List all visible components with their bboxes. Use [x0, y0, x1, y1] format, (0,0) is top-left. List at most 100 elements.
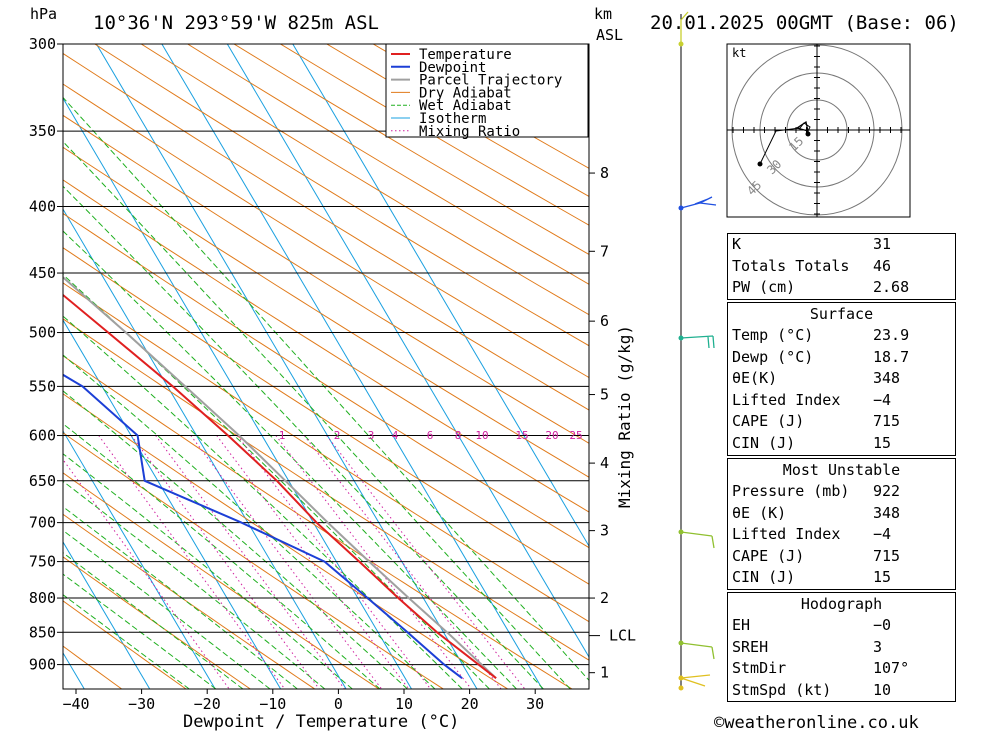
wind-barb	[680, 642, 715, 660]
mu-value: 348	[873, 503, 901, 522]
hodograph-storm-motion	[805, 131, 811, 137]
surface-title: Surface	[809, 305, 874, 323]
dry-adiabat-line	[186, 44, 589, 285]
dry-adiabat-line	[63, 282, 589, 623]
isotherm-line	[95, 44, 478, 689]
dry-adiabat-line	[63, 318, 589, 661]
km-unit-label: km	[594, 5, 612, 23]
mixing-ratio-label: 6	[427, 429, 434, 442]
wet-adiabat-line	[63, 354, 436, 689]
pressure-tick-label: 650	[29, 472, 56, 490]
mu-label: CIN (J)	[732, 568, 796, 587]
pressure-tick-label: 500	[29, 324, 56, 342]
x-tick-label: −40	[62, 695, 89, 713]
mu-label: θE (K)	[732, 503, 787, 522]
dry-adiabat-line	[63, 432, 444, 689]
hodograph-stats-panel: Hodograph EH −0 SREH 3 StmDir 107° StmSpd (…	[727, 592, 956, 703]
temperature-profile	[63, 293, 497, 679]
pressure-tick-label: 350	[29, 122, 56, 140]
mixing-ratio-label: 8	[455, 429, 462, 442]
km-tick-label: 4	[600, 454, 609, 472]
x-tick-label: 0	[334, 695, 343, 713]
mixing-ratio-label: 3	[368, 429, 375, 442]
mixing-ratio-line	[236, 435, 431, 689]
mixing-ratio-line	[275, 435, 472, 689]
surface-value: 23.9	[873, 326, 910, 344]
mu-label: Lifted Index	[732, 525, 841, 544]
y-axis-title-mixing-ratio: Mixing Ratio (g/kg)	[615, 325, 634, 508]
hodograph-point	[757, 161, 763, 167]
pressure-tick-label: 750	[29, 553, 56, 571]
km-tick-label: 7	[600, 242, 609, 260]
legend-entry: Dry Adiabat	[419, 85, 512, 101]
legend-entry: Isotherm	[419, 111, 486, 127]
wet-adiabat-line	[63, 96, 589, 682]
index-value: 46	[873, 256, 892, 275]
surface-panel: Surface Temp (°C) 23.9 Dewp (°C) 18.7 θE(K…	[727, 302, 956, 456]
wind-barb	[680, 531, 715, 549]
x-tick-label: 20	[461, 695, 479, 713]
mixing-ratio-label: 1	[279, 429, 286, 442]
dry-adiabat-line	[63, 179, 589, 513]
mu-value: −4	[873, 525, 892, 544]
mu-value: 715	[873, 546, 901, 565]
hodo-value: 3	[873, 637, 883, 656]
mixing-ratio-line	[216, 435, 410, 689]
pressure-tick-label: 400	[29, 198, 56, 216]
wind-level-dot	[678, 685, 684, 691]
wet-adiabat-line	[63, 185, 544, 689]
mu-label: Pressure (mb)	[732, 482, 850, 500]
isotherm-line	[0, 25, 19, 689]
x-tick-label: −30	[128, 695, 155, 713]
indices-panel: K 31 Totals Totals 46 PW (cm) 2.68	[727, 233, 956, 300]
pressure-tick-label: 450	[29, 264, 56, 282]
dry-adiabat-line	[63, 600, 187, 689]
mixing-ratio-line	[98, 435, 286, 689]
dry-adiabat-line	[63, 645, 123, 689]
mu-label: CAPE (J)	[732, 546, 805, 565]
x-tick-label: −20	[194, 695, 221, 713]
km-tick-label: 2	[600, 589, 609, 607]
wet-adiabat-line	[63, 423, 381, 689]
hodo-label: EH	[732, 616, 751, 634]
isotherm-line	[161, 44, 543, 689]
mixing-ratio-label: 10	[475, 429, 488, 442]
legend-entry: Temperature	[419, 47, 512, 63]
hodo-value: 107°	[873, 659, 910, 678]
surface-value: −4	[873, 390, 892, 409]
dry-adiabat-line	[63, 212, 589, 549]
parcel-trajectory	[63, 275, 497, 679]
mixing-ratio-line	[326, 435, 526, 689]
hodo-label: SREH	[732, 637, 769, 656]
mu-value: 922	[873, 482, 901, 500]
lcl-label: LCL	[609, 627, 636, 645]
surface-value: 18.7	[873, 347, 910, 366]
pressure-tick-label: 800	[29, 589, 56, 607]
isotherm-line	[226, 44, 589, 658]
dry-adiabat-line	[63, 355, 573, 689]
x-tick-label: 30	[526, 695, 544, 713]
wet-adiabat-line	[63, 529, 271, 689]
wind-barb	[680, 11, 689, 44]
wet-adiabat-line	[63, 230, 517, 689]
pressure-tick-label: 900	[29, 656, 56, 674]
pressure-tick-label: 550	[29, 377, 56, 395]
surface-value: 348	[873, 369, 901, 388]
mu-value: 15	[873, 568, 892, 587]
legend-entry: Wet Adiabat	[419, 98, 512, 114]
dry-adiabat-line	[63, 247, 589, 585]
legend-entry: Mixing Ratio	[419, 124, 520, 140]
km-tick-label: 8	[600, 164, 609, 182]
mixing-ratio-line	[303, 435, 502, 689]
dry-adiabat-line	[279, 44, 589, 226]
mixing-ratio-label: 25	[569, 429, 582, 442]
wet-adiabat-line	[63, 480, 326, 689]
mixing-ratio-label: 4	[392, 429, 399, 442]
mixing-ratio-line	[63, 458, 230, 689]
surface-label: CIN (J)	[732, 433, 796, 452]
wet-adiabat-line	[63, 506, 298, 689]
surface-value: 715	[873, 412, 901, 431]
legend-entry: Parcel Trajectory	[419, 73, 562, 89]
location-title: 10°36'N 293°59'W 825m ASL	[93, 12, 379, 34]
